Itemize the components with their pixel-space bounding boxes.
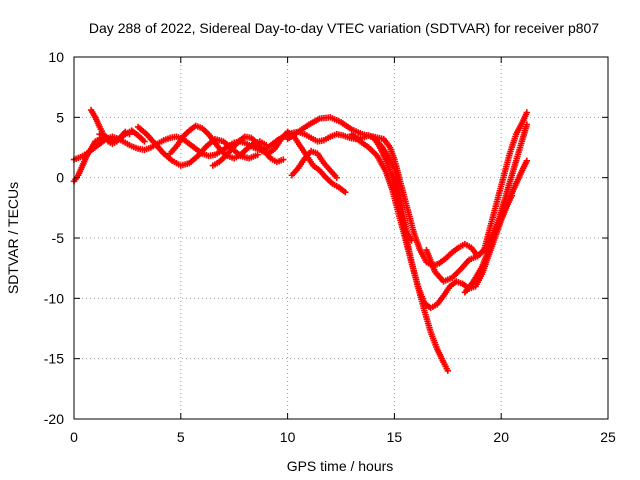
data-point — [408, 237, 415, 244]
data-point — [263, 141, 270, 149]
series-track-5 — [134, 123, 261, 169]
x-tick-label: 20 — [493, 429, 509, 445]
series-track-9 — [288, 147, 340, 181]
series-track-11 — [348, 131, 451, 374]
grid — [74, 57, 608, 419]
data-point — [342, 188, 349, 196]
x-tick-label: 10 — [280, 429, 296, 445]
data-point — [523, 109, 531, 116]
chart-title: Day 288 of 2022, Sidereal Day-to-day VTE… — [89, 20, 599, 36]
data-point — [444, 367, 451, 374]
y-tick-label: -10 — [44, 290, 64, 306]
series-track-15 — [461, 121, 531, 296]
data-point — [141, 138, 148, 145]
data-point — [523, 121, 531, 128]
data-point — [254, 151, 261, 158]
data-layer — [70, 106, 531, 374]
x-tick-label: 5 — [177, 429, 185, 445]
y-tick-label: -15 — [44, 351, 64, 367]
data-point — [523, 157, 531, 164]
data-point — [280, 156, 287, 163]
x-tick-label: 0 — [70, 429, 78, 445]
y-axis-label: SDTVAR / TECUs — [5, 182, 21, 294]
ticks: 0 5 10 15 20 25 -20 -15 -10 -5 0 5 10 — [44, 49, 616, 445]
x-axis-label: GPS time / hours — [287, 458, 394, 474]
y-tick-label: 10 — [48, 49, 64, 65]
y-tick-label: 0 — [56, 170, 64, 186]
y-tick-label: -20 — [44, 411, 64, 427]
y-tick-label: -5 — [52, 230, 65, 246]
data-point — [333, 174, 340, 181]
x-tick-label: 25 — [600, 429, 616, 445]
x-tick-label: 15 — [387, 429, 403, 445]
series-track-13 — [391, 162, 415, 244]
y-tick-label: 5 — [56, 109, 64, 125]
series-track-4 — [96, 127, 148, 145]
